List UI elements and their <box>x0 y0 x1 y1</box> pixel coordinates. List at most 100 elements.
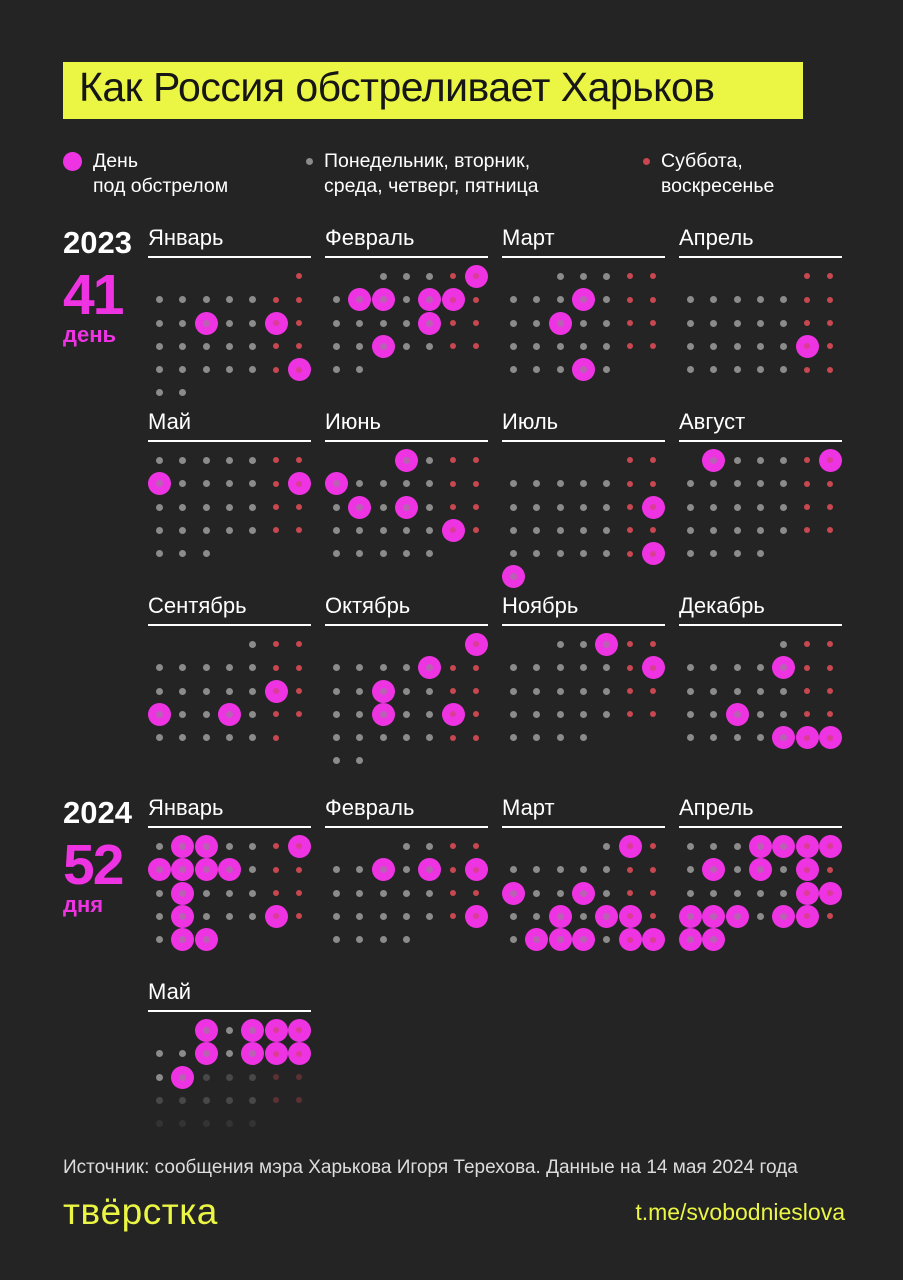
weekend-dot <box>650 866 657 873</box>
day-cell <box>148 542 171 565</box>
weekday-dot <box>333 342 341 350</box>
weekday-dot <box>426 319 434 327</box>
day-cell <box>418 449 441 472</box>
weekend-dot <box>650 320 657 326</box>
empty-cell <box>171 633 194 656</box>
weekend-dot <box>296 366 303 373</box>
weekday-dot <box>710 342 718 350</box>
day-cell <box>749 288 772 311</box>
weekday-dot <box>426 842 434 850</box>
day-cell <box>325 928 348 951</box>
day-cell <box>218 702 242 726</box>
shelled-day-dot <box>441 702 465 726</box>
weekday-dot <box>757 480 765 488</box>
day-cell <box>595 858 618 881</box>
weekday-dot <box>426 734 434 742</box>
weekday-dot <box>710 842 718 850</box>
day-cell <box>595 904 619 928</box>
day-cell <box>441 881 464 904</box>
weekend-dot <box>450 711 457 718</box>
weekday-dot <box>757 664 765 672</box>
weekend-dot <box>273 641 280 648</box>
day-cell <box>418 881 441 904</box>
day-cell <box>642 858 665 881</box>
month-title: Октябрь <box>325 593 488 626</box>
day-cell <box>548 928 572 952</box>
day-cell <box>595 288 618 311</box>
day-cell <box>572 726 595 749</box>
day-cell <box>749 858 773 882</box>
shelled-day-dot <box>749 834 773 858</box>
weekday-dot <box>179 842 187 850</box>
day-cell <box>241 858 264 881</box>
day-cell <box>795 703 818 726</box>
day-cell <box>618 928 642 952</box>
empty-cell <box>572 449 595 472</box>
day-cell <box>819 495 842 518</box>
weekday-dot <box>356 366 364 374</box>
day-cell <box>795 679 818 702</box>
day-cell <box>749 679 772 702</box>
weekday-dot <box>710 710 718 718</box>
weekday-dot <box>179 503 187 511</box>
title-banner: Как Россия обстреливает Харьков <box>63 62 803 119</box>
day-cell <box>195 519 218 542</box>
day-cell <box>441 518 465 542</box>
weekday-dot <box>156 687 164 695</box>
weekday-dot <box>687 342 695 350</box>
weekend-dot <box>473 273 480 280</box>
weekday-dot <box>356 757 364 765</box>
weekday-dot <box>733 734 741 742</box>
day-cell <box>418 288 442 312</box>
shelled-day-dot <box>171 904 195 928</box>
day-cell <box>395 542 418 565</box>
shelled-day-icon <box>63 151 82 171</box>
weekday-dot <box>403 342 411 350</box>
weekday-dot <box>179 366 187 374</box>
month-title: Февраль <box>325 795 488 828</box>
weekday-dot <box>426 710 434 718</box>
weekend-dot <box>627 480 634 487</box>
weekday-dot <box>687 710 695 718</box>
weekday-dot <box>379 734 387 742</box>
month-days-grid <box>148 633 311 749</box>
weekend-dot <box>450 504 457 510</box>
day-cell <box>618 335 641 358</box>
legend-weekdays-label: Понедельник, вторник, среда, четверг, пя… <box>324 149 539 197</box>
month-calendar: Декабрь <box>679 593 842 750</box>
day-cell <box>572 858 595 881</box>
day-cell <box>726 472 749 495</box>
day-cell <box>264 633 287 656</box>
day-cell <box>264 881 287 904</box>
legend-item-weekdays: Понедельник, вторник, среда, четверг, пя… <box>306 149 643 199</box>
weekend-dot <box>473 890 480 896</box>
day-cell <box>572 633 595 656</box>
weekday-dot <box>356 319 364 327</box>
day-cell <box>465 472 488 495</box>
weekday-dot <box>156 664 164 672</box>
shelled-day-dot <box>418 858 442 882</box>
shelled-day-dot <box>264 679 288 703</box>
day-cell <box>618 288 641 311</box>
weekend-dot <box>273 664 280 671</box>
day-cell <box>795 858 819 882</box>
weekday-dot <box>179 1073 187 1081</box>
day-cell <box>549 858 572 881</box>
day-cell <box>726 311 749 334</box>
weekend-dot <box>804 343 811 350</box>
calendar-years: 2023 41 день Январь Февраль Март Апрель Май Июнь… <box>63 225 845 1135</box>
month-title: Март <box>502 795 665 828</box>
telegram-link[interactable]: t.me/svobodnieslova <box>635 1198 845 1225</box>
weekend-dot <box>296 843 303 850</box>
day-cell <box>618 633 641 656</box>
weekend-dot <box>273 843 280 850</box>
weekday-dot <box>533 734 541 742</box>
empty-cell <box>395 633 418 656</box>
weekend-dot <box>650 913 657 920</box>
weekday-dot <box>356 710 364 718</box>
day-cell <box>325 335 348 358</box>
day-cell <box>195 703 218 726</box>
day-cell <box>241 881 264 904</box>
weekday-dot <box>603 866 611 874</box>
day-cell <box>325 358 348 381</box>
